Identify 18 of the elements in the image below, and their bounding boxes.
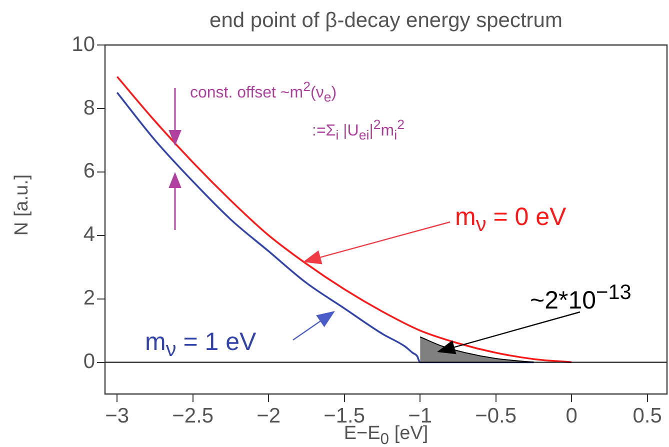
text: m$_{ν}$ = 1 eV <box>145 328 256 361</box>
x-tick-label: −2.5 <box>172 404 214 428</box>
annotation: ~2*10$^{−13}$ <box>530 281 632 314</box>
x-tick-label: −0.5 <box>475 404 517 428</box>
x-tick-label: −2 <box>256 404 281 428</box>
text: m$_{ν}$ = 0 eV <box>455 203 566 236</box>
y-tick-label: 4 <box>83 223 96 246</box>
chart-title: end point of β-decay energy spectrum <box>210 9 562 32</box>
x-tick-label: −3 <box>105 404 130 428</box>
x-tick-label: 0 <box>566 404 578 428</box>
y-tick-label: 8 <box>83 96 95 120</box>
y-axis-title: N [a.u.] <box>12 174 32 236</box>
y-tick-label: 6 <box>83 160 95 183</box>
y-tick-label: 10 <box>72 32 95 56</box>
annotation: const. offset ~m$^{2}$(ν$_{e}$) <box>190 79 337 105</box>
y-tick-label: 0 <box>83 350 95 374</box>
y-tick-label: 2 <box>83 286 95 310</box>
x-tick-label: 0.5 <box>632 404 662 428</box>
